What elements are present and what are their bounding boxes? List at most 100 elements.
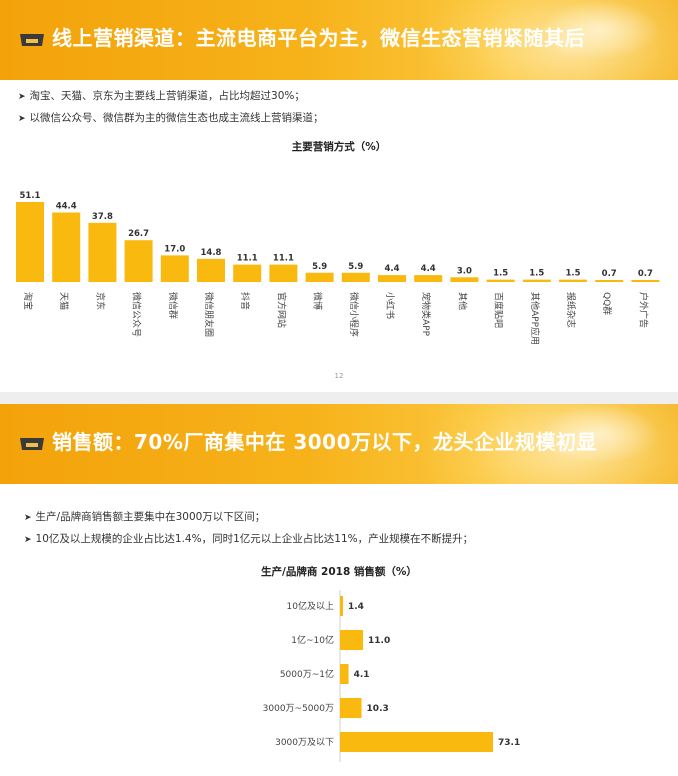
slide2-banner: 销售额：70%厂商集中在 3000万以下，龙头企业规模初显 [0, 404, 678, 484]
value-label-9: 5.9 [348, 262, 363, 272]
arrow-bullet-icon: ➤ [18, 114, 26, 124]
category-label-16: QQ群 [601, 292, 613, 315]
svg-text:微信小程序: 微信小程序 [348, 292, 360, 337]
chart1-marketing-methods: 51.1 淘宝 44.4 天猫 37.8 京东 26.7 微信公众号 17.0 微信群 14.8 微信… [16, 191, 660, 345]
value-label-14: 1.5 [529, 269, 544, 279]
category-label-11: 宠物类APP [420, 292, 432, 337]
bullet-item: ➤ 生产/品牌商销售额主要集中在3000万以下区间； [24, 511, 266, 523]
bar-15 [559, 279, 587, 282]
value-label-0: 51.1 [20, 191, 41, 201]
bullet-item: ➤ 淘宝、天猫、京东为主要线上营销渠道，占比均超过30%； [18, 90, 305, 102]
value-label-1: 44.4 [56, 201, 77, 211]
hcategory-label-3: 3000万~5000万 [263, 704, 334, 714]
category-label-12: 其他 [456, 292, 468, 310]
svg-text:报纸杂志: 报纸杂志 [565, 292, 577, 328]
chart1-title: 主要营销方式（%） [291, 141, 387, 153]
hvalue-label-2: 4.1 [354, 670, 370, 680]
hcategory-label-2: 5000万~1亿 [280, 668, 334, 680]
hcategory-label-0: 10亿及以上 [287, 600, 334, 612]
hvalue-label-3: 10.3 [367, 704, 389, 714]
hbar-1 [340, 630, 364, 650]
slide2-banner-title: 销售额：70%厂商集中在 3000万以下，龙头企业规模初显 [52, 430, 597, 454]
category-label-0: 淘宝 [22, 292, 34, 310]
bar-3 [124, 240, 153, 282]
svg-text:其他APP应用: 其他APP应用 [529, 292, 541, 345]
bar-7 [269, 264, 298, 282]
category-label-8: 微博 [312, 292, 324, 310]
bar-6 [233, 264, 262, 282]
hbar-0 [340, 596, 343, 616]
svg-text:QQ群: QQ群 [601, 292, 613, 315]
svg-text:户外广告: 户外广告 [637, 292, 649, 328]
value-label-7: 11.1 [273, 254, 294, 264]
value-label-4: 17.0 [164, 244, 185, 254]
slide1-bullets: ➤ 淘宝、天猫、京东为主要线上营销渠道，占比均超过30%； ➤ 以微信公众号、微信群… [18, 86, 324, 130]
category-label-6: 抖音 [239, 292, 251, 310]
slide-separator [0, 392, 678, 404]
hcategory-label-1: 1亿~10亿 [291, 634, 334, 646]
dog-face-icon [20, 34, 44, 46]
category-label-7: 官方网站 [275, 292, 287, 328]
svg-text:宠物类APP: 宠物类APP [420, 292, 432, 337]
category-label-13: 百度贴吧 [493, 292, 505, 328]
svg-text:微博: 微博 [312, 292, 324, 310]
category-label-3: 微信公众号 [131, 292, 143, 337]
bar-4 [160, 255, 189, 282]
slide-marketing-channels: 线上营销渠道：主流电商平台为主，微信生态营销紧随其后 ➤ 淘宝、天猫、京东为主要线… [0, 0, 678, 380]
category-label-17: 户外广告 [637, 292, 649, 328]
bullet-item: ➤ 10亿及以上规模的企业占比达1.4%，同时1亿元以上企业占比达11%，产业规模… [24, 533, 474, 545]
value-label-6: 11.1 [237, 254, 258, 264]
value-label-17: 0.7 [638, 269, 653, 279]
bar-12 [450, 277, 479, 282]
hvalue-label-0: 1.4 [348, 602, 364, 612]
bar-5 [197, 258, 225, 282]
category-label-14: 其他APP应用 [529, 292, 541, 345]
slide-sales-volume: 销售额：70%厂商集中在 3000万以下，龙头企业规模初显 ➤ 生产/品牌商销售额… [0, 404, 678, 776]
chart2-sales-distribution: 10亿及以上 1.4 1亿~10亿 11.0 5000万~1亿 4.1 3000万~5000… [263, 590, 520, 762]
bar-9 [341, 272, 370, 282]
bar-17 [631, 280, 660, 282]
value-label-10: 4.4 [384, 264, 399, 274]
value-label-11: 4.4 [421, 264, 436, 274]
svg-text:百度贴吧: 百度贴吧 [493, 292, 505, 328]
svg-text:微信公众号: 微信公众号 [131, 292, 143, 337]
svg-text:官方网站: 官方网站 [275, 292, 287, 328]
value-label-12: 3.0 [457, 266, 472, 276]
category-label-5: 微信朋友圈 [203, 292, 215, 337]
category-label-2: 京东 [94, 292, 106, 310]
dog-face-icon [20, 438, 44, 450]
hbar-2 [340, 664, 349, 684]
svg-text:京东: 京东 [94, 292, 106, 310]
value-label-13: 1.5 [493, 269, 508, 279]
value-label-2: 37.8 [92, 212, 113, 222]
bar-2 [88, 222, 117, 282]
bar-11 [414, 275, 443, 282]
category-label-4: 微信群 [167, 292, 179, 319]
bar-13 [486, 279, 515, 282]
chart2-title: 生产/品牌商 2018 销售额（%） [261, 566, 417, 578]
hcategory-label-4: 3000万及以下 [275, 737, 334, 748]
slide1-banner-title: 线上营销渠道：主流电商平台为主，微信生态营销紧随其后 [52, 26, 585, 50]
value-label-8: 5.9 [312, 262, 327, 272]
category-label-1: 天猫 [58, 292, 70, 310]
category-label-10: 小红书 [384, 292, 396, 319]
svg-text:微信朋友圈: 微信朋友圈 [203, 292, 215, 337]
bullet-item: ➤ 以微信公众号、微信群为主的微信生态也成主流线上营销渠道； [18, 112, 324, 124]
hbar-3 [340, 698, 362, 718]
bar-16 [595, 280, 624, 282]
bar-10 [378, 275, 406, 282]
page-number: 12 [334, 372, 344, 380]
bar-1 [52, 212, 81, 282]
arrow-bullet-icon: ➤ [24, 535, 32, 545]
svg-text:抖音: 抖音 [239, 292, 251, 310]
bar-14 [522, 279, 551, 282]
arrow-bullet-icon: ➤ [18, 92, 26, 102]
bar-0 [16, 202, 44, 282]
svg-text:微信群: 微信群 [167, 292, 179, 319]
value-label-3: 26.7 [128, 229, 149, 239]
hvalue-label-4: 73.1 [498, 738, 520, 748]
svg-text:其他: 其他 [456, 292, 468, 310]
value-label-5: 14.8 [201, 248, 222, 258]
hbar-4 [340, 732, 493, 752]
slide2-bullets: ➤ 生产/品牌商销售额主要集中在3000万以下区间； ➤ 10亿及以上规模的企业占比… [24, 507, 473, 551]
